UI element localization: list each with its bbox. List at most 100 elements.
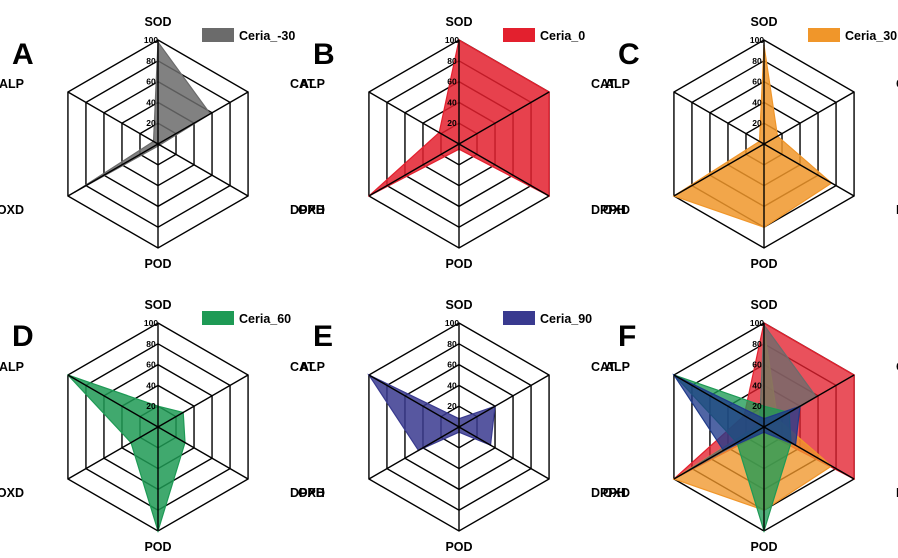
- axis-label-cat: CAT: [591, 360, 616, 374]
- axis-label-cat: CAT: [896, 77, 898, 91]
- axis-spoke: [67, 143, 159, 197]
- axis-label-oxd: OXD: [0, 486, 24, 500]
- radar-panel-b: B 20 40 60 80 100 SOD CAT DPPH POD OXD ALP Ceria_0: [298, 15, 626, 271]
- axis-label-pod: POD: [750, 257, 777, 271]
- axis-spoke: [368, 91, 460, 145]
- axis-label-dpph: DPPH: [896, 203, 898, 217]
- tick-label: 80: [146, 339, 156, 349]
- panel-letter: B: [313, 38, 335, 71]
- axis-spoke: [458, 374, 550, 428]
- tick-label: 80: [146, 56, 156, 66]
- axis-spoke: [157, 143, 249, 197]
- axis-label-sod: SOD: [445, 298, 472, 312]
- tick-label: 40: [752, 380, 762, 390]
- panel-letter: C: [618, 38, 640, 71]
- axis-spoke: [157, 374, 249, 428]
- tick-label: 20: [447, 118, 457, 128]
- axis-spoke: [458, 143, 550, 197]
- axis-label-pod: POD: [144, 540, 171, 554]
- tick-label: 60: [447, 360, 457, 370]
- legend-label: Ceria_30: [845, 29, 897, 43]
- tick-label: 60: [752, 360, 762, 370]
- legend-swatch: [202, 311, 234, 325]
- panel-letter: E: [313, 320, 333, 353]
- legend-swatch: [503, 311, 535, 325]
- panel-letter: F: [618, 320, 636, 353]
- tick-label: 40: [146, 380, 156, 390]
- tick-label: 100: [750, 318, 764, 328]
- axis-spoke: [368, 374, 460, 428]
- axis-spoke: [157, 426, 249, 480]
- axis-spoke: [157, 91, 249, 145]
- axis-label-cat: CAT: [896, 360, 898, 374]
- axis-spoke: [368, 143, 460, 197]
- tick-label: 60: [447, 77, 457, 87]
- tick-label: 80: [752, 339, 762, 349]
- axis-spoke: [763, 143, 855, 197]
- axis-spoke: [763, 91, 855, 145]
- radar-panel-d: D 20 40 60 80 100 SOD CAT DPPH POD OXD ALP Ceria_60: [0, 298, 325, 554]
- radar-panel-a: A 20 40 60 80 100 SOD CAT DPPH POD OXD ALP Ceria_-30: [0, 15, 325, 271]
- axis-label-oxd: OXD: [298, 203, 325, 217]
- tick-label: 100: [144, 318, 158, 328]
- axis-label-oxd: OXD: [0, 203, 24, 217]
- tick-label: 20: [146, 118, 156, 128]
- axis-label-oxd: OXD: [603, 203, 630, 217]
- legend-swatch: [202, 28, 234, 42]
- tick-label: 20: [752, 401, 762, 411]
- axis-label-alp: ALP: [605, 77, 630, 91]
- axis-label-dpph: DPPH: [290, 203, 325, 217]
- axis-label-alp: ALP: [605, 360, 630, 374]
- axis-label-pod: POD: [445, 540, 472, 554]
- radar-panel-c: C 20 40 60 80 100 SOD CAT DPPH POD OXD ALP Ceria_30: [603, 15, 898, 271]
- legend-swatch: [808, 28, 840, 42]
- axis-label-alp: ALP: [300, 77, 325, 91]
- tick-label: 100: [750, 35, 764, 45]
- axis-spoke: [673, 426, 765, 480]
- tick-label: 100: [445, 35, 459, 45]
- tick-label: 100: [144, 35, 158, 45]
- axis-label-cat: CAT: [290, 77, 315, 91]
- legend-label: Ceria_-30: [239, 29, 295, 43]
- axis-spoke: [67, 91, 159, 145]
- axis-spoke: [368, 426, 460, 480]
- legend-label: Ceria_0: [540, 29, 585, 43]
- tick-label: 20: [447, 401, 457, 411]
- axis-label-alp: ALP: [300, 360, 325, 374]
- axis-spoke: [673, 143, 765, 197]
- tick-label: 60: [752, 77, 762, 87]
- axis-label-dpph: DPPH: [896, 486, 898, 500]
- tick-label: 40: [447, 380, 457, 390]
- axis-label-cat: CAT: [591, 77, 616, 91]
- axis-spoke: [673, 374, 765, 428]
- axis-spoke: [763, 374, 855, 428]
- radar-panel-e: E 20 40 60 80 100 SOD CAT DPPH POD OXD ALP Ceria_90: [298, 298, 626, 554]
- axis-label-dpph: DPPH: [591, 203, 626, 217]
- panel-letter: A: [12, 38, 34, 71]
- axis-label-sod: SOD: [750, 298, 777, 312]
- tick-label: 80: [447, 56, 457, 66]
- axis-label-oxd: OXD: [298, 486, 325, 500]
- axis-label-sod: SOD: [144, 15, 171, 29]
- axis-label-pod: POD: [750, 540, 777, 554]
- axis-spoke: [673, 91, 765, 145]
- tick-label: 100: [445, 318, 459, 328]
- axis-spoke: [67, 426, 159, 480]
- tick-label: 60: [146, 360, 156, 370]
- axis-label-sod: SOD: [445, 15, 472, 29]
- axis-spoke: [458, 91, 550, 145]
- tick-label: 40: [752, 97, 762, 107]
- axis-label-alp: ALP: [0, 77, 24, 91]
- axis-label-sod: SOD: [750, 15, 777, 29]
- axis-label-oxd: OXD: [603, 486, 630, 500]
- tick-label: 60: [146, 77, 156, 87]
- series-polygon: [672, 45, 833, 228]
- axis-label-cat: CAT: [290, 360, 315, 374]
- axis-label-dpph: DPPH: [290, 486, 325, 500]
- tick-label: 40: [146, 97, 156, 107]
- tick-label: 20: [146, 401, 156, 411]
- legend-label: Ceria_60: [239, 312, 291, 326]
- radar-panel-f: F 20 40 60 80 100 SOD CAT DPPH POD OXD ALP: [603, 298, 898, 554]
- series-polygon: [74, 40, 212, 193]
